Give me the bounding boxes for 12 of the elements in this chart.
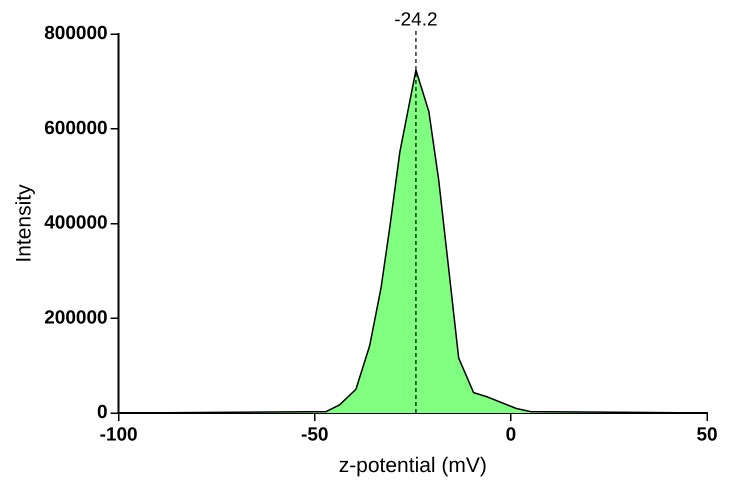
y-tick-label: 800000 (44, 23, 108, 44)
ref-line-label: -24.2 (394, 10, 438, 31)
x-axis-title: z-potential (mV) (338, 454, 487, 478)
x-tick-label: -100 (100, 424, 138, 446)
y-tick-label: 600000 (44, 118, 108, 139)
y-tick-label: 200000 (44, 307, 108, 328)
x-tick-label: -50 (301, 424, 328, 446)
x-tick-label: 50 (696, 424, 718, 446)
y-tick-label: 0 (97, 402, 108, 424)
y-tick-label: 400000 (44, 212, 108, 234)
y-axis-title: Intensity (12, 184, 36, 263)
x-tick-label: 0 (506, 424, 516, 446)
